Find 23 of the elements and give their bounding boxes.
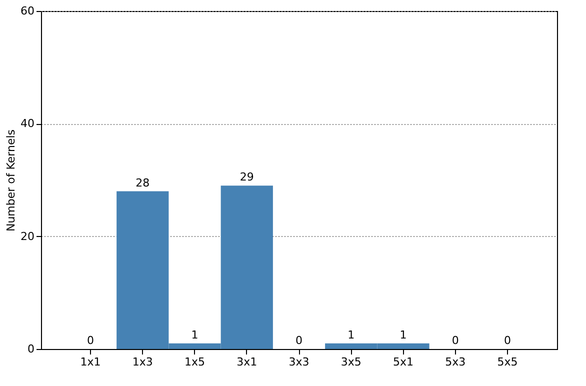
x-tick-label: 3x1 (236, 356, 258, 368)
data-label: 0 (296, 334, 302, 347)
x-tick-label: 1x3 (132, 356, 153, 368)
y-tick-label: 20 (20, 230, 34, 243)
x-tick-label: 5x3 (445, 356, 466, 368)
y-tick-label: 40 (20, 117, 34, 130)
data-label: 28 (136, 176, 150, 190)
x-tick-label: 5x1 (392, 356, 414, 368)
x-tick-label: 5x5 (497, 356, 518, 368)
data-label: 0 (87, 334, 94, 347)
data-label: 0 (504, 334, 511, 347)
data-label: 0 (452, 334, 459, 347)
x-tick-label: 1x1 (80, 356, 101, 368)
y-tick-label: 60 (20, 4, 34, 18)
data-label: 1 (191, 328, 198, 342)
x-tick-label: 3x3 (288, 356, 310, 368)
data-label: 29 (240, 170, 254, 184)
x-tick-label: 3x5 (340, 356, 362, 368)
y-axis-title: Number of Kernels (4, 129, 18, 232)
y-tick-label: 0 (28, 342, 34, 356)
data-label: 1 (348, 328, 355, 342)
x-tick-label: 1x5 (184, 356, 206, 368)
data-label: 1 (400, 328, 407, 342)
